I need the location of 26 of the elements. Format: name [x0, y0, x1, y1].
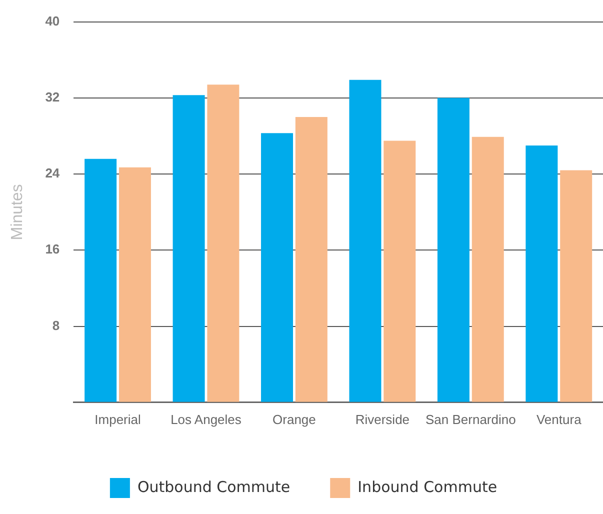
- bar: [84, 158, 117, 402]
- bar: [560, 170, 592, 402]
- y-tick-label: 8: [52, 318, 60, 333]
- bar: [437, 98, 470, 402]
- y-tick-label: 32: [45, 90, 60, 104]
- y-tick-label: 24: [45, 166, 60, 181]
- y-tick-label: 40: [45, 13, 60, 28]
- bar: [526, 145, 558, 402]
- bar: [349, 80, 382, 402]
- x-tick-label: Riverside: [355, 412, 410, 427]
- x-tick-label: Ventura: [536, 412, 582, 427]
- x-tick-label: Orange: [272, 412, 316, 427]
- legend-label: Inbound Commute: [358, 478, 498, 496]
- bar: [384, 140, 416, 402]
- bar: [118, 167, 151, 402]
- legend-label: Outbound Commute: [137, 478, 290, 496]
- bar: [295, 116, 328, 402]
- x-tick-label: Los Angeles: [170, 412, 242, 427]
- bar: [172, 95, 205, 402]
- x-tick-label: San Bernardino: [425, 412, 516, 427]
- bar: [472, 136, 504, 402]
- y-tick-label: 16: [45, 242, 60, 257]
- x-tick-label: Imperial: [94, 412, 141, 427]
- bar: [207, 84, 240, 402]
- bar: [261, 133, 294, 402]
- y-axis-title: Minutes: [9, 184, 26, 240]
